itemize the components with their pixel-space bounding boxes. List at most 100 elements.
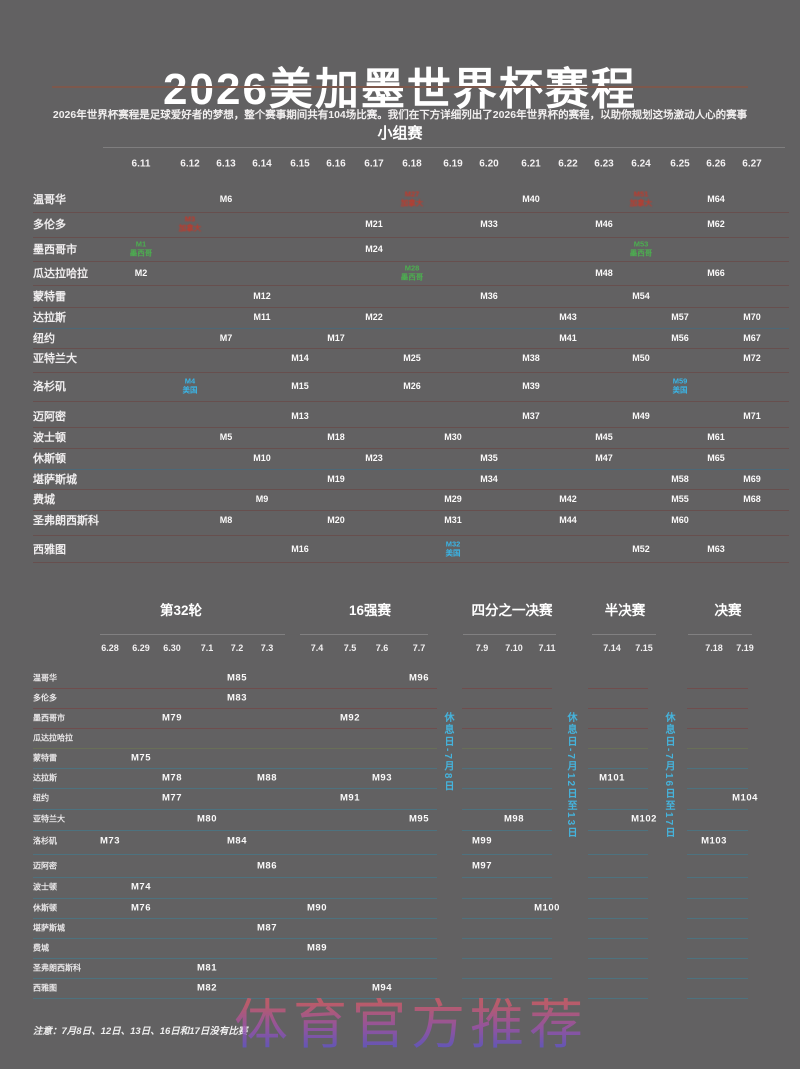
stage-header: 半决赛	[604, 603, 646, 618]
host-country-label: 墨西哥	[629, 248, 653, 257]
row-divider	[33, 261, 789, 262]
section-title-group-stage: 小组赛	[377, 125, 423, 142]
row-divider	[462, 938, 552, 939]
match-cell: M21	[365, 219, 383, 229]
row-divider	[33, 808, 437, 810]
city-label: 纽约	[33, 333, 55, 345]
row-divider	[687, 938, 748, 939]
match-cell: M84	[227, 835, 247, 847]
city-label: 休斯顿	[33, 903, 57, 913]
city-label: 波士顿	[33, 432, 66, 444]
city-label: 达拉斯	[33, 773, 57, 783]
row-divider	[33, 468, 789, 470]
row-divider	[33, 958, 437, 959]
match-cell: M72	[743, 353, 761, 363]
knockout-date-label: 7.4	[310, 643, 324, 653]
match-cell: M20	[327, 515, 345, 525]
row-divider	[687, 708, 748, 709]
city-label: 西雅图	[33, 544, 66, 556]
row-divider	[462, 788, 552, 789]
match-id: M28	[404, 263, 420, 273]
match-cell: M57	[671, 312, 689, 322]
city-label: 休斯顿	[33, 453, 66, 465]
row-divider	[33, 284, 789, 286]
match-cell: M92	[340, 712, 360, 724]
match-cell: M71	[743, 411, 761, 421]
match-cell: M25	[403, 353, 421, 363]
match-cell: M7	[219, 333, 233, 343]
city-label: 多伦多	[33, 219, 66, 231]
city-label: 堪萨斯城	[33, 923, 65, 933]
match-cell: M60	[671, 515, 689, 525]
row-divider	[588, 808, 648, 810]
stage-divider	[100, 634, 285, 635]
match-cell: M49	[632, 411, 650, 421]
row-divider	[33, 978, 437, 979]
knockout-date-label: 7.7	[412, 643, 426, 653]
match-cell-mexico: M1 墨西哥	[129, 240, 153, 258]
row-divider	[33, 688, 437, 689]
city-label: 多伦多	[33, 693, 57, 703]
row-divider	[33, 998, 437, 999]
match-cell-canada: M51 加拿大	[630, 190, 653, 208]
match-cell: M34	[480, 474, 498, 484]
host-country-label: 美国	[445, 548, 461, 557]
row-divider	[33, 509, 789, 511]
city-label: 西雅图	[33, 983, 57, 993]
match-cell: M82	[197, 982, 217, 994]
row-divider	[687, 728, 748, 729]
row-divider	[588, 688, 648, 689]
row-divider	[687, 830, 748, 831]
match-cell: M94	[372, 982, 392, 994]
page-title: 2026美加墨世界杯赛程	[163, 65, 637, 115]
match-cell: M93	[372, 772, 392, 784]
row-divider	[33, 348, 789, 349]
match-cell: M90	[307, 902, 327, 914]
match-cell: M13	[291, 411, 309, 421]
match-cell: M87	[257, 922, 277, 934]
city-label: 圣弗朗西斯科	[33, 963, 81, 973]
row-divider	[462, 748, 552, 749]
match-cell: M40	[522, 194, 540, 204]
row-divider	[588, 788, 648, 789]
row-divider	[687, 788, 748, 789]
match-cell: M50	[632, 353, 650, 363]
match-cell: M80	[197, 813, 217, 825]
row-divider	[462, 688, 552, 689]
match-cell: M24	[365, 244, 383, 254]
knockout-date-label: 6.29	[132, 643, 150, 653]
group-date-label: 6.23	[594, 158, 614, 170]
row-divider	[462, 897, 552, 899]
knockout-date-label: 7.19	[736, 643, 754, 653]
city-label: 墨西哥市	[33, 713, 65, 723]
match-cell: M6	[219, 194, 233, 204]
row-divider	[33, 306, 789, 308]
match-cell: M79	[162, 712, 182, 724]
host-country-label: 墨西哥	[129, 248, 153, 257]
match-cell: M102	[631, 813, 657, 825]
row-divider	[687, 808, 748, 810]
row-divider	[588, 998, 648, 999]
group-date-label: 6.26	[706, 158, 726, 170]
group-stage-divider	[103, 147, 785, 148]
row-divider	[588, 958, 648, 959]
row-divider	[588, 853, 648, 855]
row-divider	[462, 808, 552, 810]
row-divider	[687, 978, 748, 979]
row-divider	[33, 748, 437, 749]
match-cell: M63	[707, 544, 725, 554]
match-cell: M97	[472, 860, 492, 872]
city-label: 达拉斯	[33, 312, 66, 324]
row-divider	[33, 489, 789, 490]
knockout-date-label: 7.18	[705, 643, 723, 653]
knockout-date-label: 7.10	[505, 643, 523, 653]
row-divider	[33, 426, 789, 428]
city-label: 费城	[33, 494, 55, 506]
match-cell: M12	[253, 291, 271, 301]
row-divider	[687, 768, 748, 769]
match-cell: M38	[522, 353, 540, 363]
stage-header: 四分之一决赛	[471, 603, 553, 618]
row-divider	[687, 918, 748, 919]
